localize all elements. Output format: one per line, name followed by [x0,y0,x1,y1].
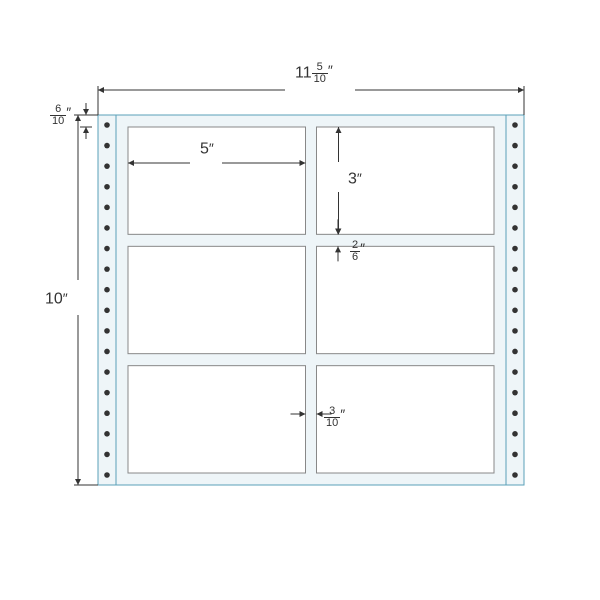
sprocket-hole [512,307,518,313]
sprocket-hole [104,431,110,437]
sprocket-hole [104,184,110,190]
sprocket-hole [104,390,110,396]
label-cell [128,366,306,473]
sprocket-hole [104,205,110,211]
dim-top-margin-den: 10 [50,116,66,127]
sprocket-hole [512,163,518,169]
dim-label-width: 5″ [200,140,214,158]
sprocket-hole [512,225,518,231]
label-cell [128,246,306,353]
sprocket-hole [104,246,110,252]
dim-row-gap-den: 6 [350,252,360,263]
sprocket-hole [512,349,518,355]
sprocket-hole [104,163,110,169]
sprocket-hole [512,287,518,293]
sprocket-hole [104,410,110,416]
sprocket-hole [512,246,518,252]
dim-top-margin: 610″ [50,104,71,127]
dim-label-height: 3″ [348,170,362,188]
sprocket-hole [104,328,110,334]
sprocket-hole [512,266,518,272]
dim-row-gap: 26″ [350,240,365,263]
dim-col-gap-den: 10 [324,418,340,429]
label-cell [317,246,495,353]
sprocket-hole [512,328,518,334]
sprocket-hole [104,225,110,231]
dim-total-height-whole: 10 [45,290,63,307]
sprocket-hole [512,184,518,190]
sprocket-hole [512,369,518,375]
sprocket-hole [512,205,518,211]
sprocket-hole [104,369,110,375]
sprocket-hole [104,307,110,313]
dim-label-height-whole: 3 [348,170,357,187]
sprocket-hole [104,452,110,458]
sprocket-hole [104,472,110,478]
sprocket-hole [512,452,518,458]
sprocket-hole [104,143,110,149]
sprocket-hole [512,122,518,128]
sprocket-hole [512,410,518,416]
sprocket-hole [104,287,110,293]
dim-total-width-den: 10 [312,74,328,85]
sprocket-hole [512,472,518,478]
sprocket-hole [512,431,518,437]
label-cell [317,127,495,234]
sprocket-hole [512,143,518,149]
sprocket-hole [512,390,518,396]
sprocket-hole [104,266,110,272]
dim-total-height: 10″ [45,290,68,308]
label-cell [128,127,306,234]
dim-col-gap: 310″ [324,406,345,429]
sprocket-hole [104,349,110,355]
sprocket-hole [104,122,110,128]
dim-total-width-whole: 11 [295,65,312,82]
dim-total-width: 11510″ [295,62,333,85]
dim-label-width-whole: 5 [200,140,209,157]
